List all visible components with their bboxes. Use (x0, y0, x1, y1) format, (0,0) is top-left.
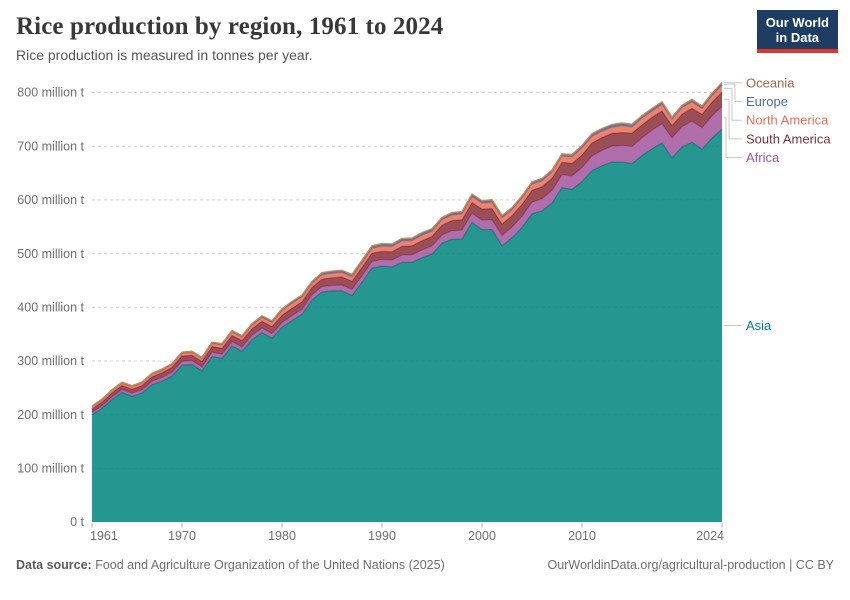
x-tick-2000: 2000 (468, 529, 496, 543)
attribution-link[interactable]: OurWorldinData.org/agricultural-producti… (547, 558, 834, 572)
x-tick-1970: 1970 (168, 529, 196, 543)
area-africa[interactable] (92, 106, 722, 415)
page-title: Rice production by region, 1961 to 2024 (16, 13, 444, 40)
y-tick-400: 400 million t (17, 300, 84, 314)
legend-connector-europe (724, 83, 742, 102)
page-subtitle: Rice production is measured in tonnes pe… (16, 47, 313, 63)
x-tick-1990: 1990 (368, 529, 396, 543)
y-tick-700: 700 million t (17, 139, 84, 153)
x-tick-1961: 1961 (90, 529, 118, 543)
legend-label-south-america[interactable]: South America (746, 131, 831, 146)
x-tick-1980: 1980 (268, 529, 296, 543)
y-tick-100: 100 million t (17, 462, 84, 476)
data-source: Data source: Food and Agriculture Organi… (16, 558, 445, 572)
data-source-text: Food and Agriculture Organization of the… (95, 558, 445, 572)
area-asia[interactable] (92, 129, 722, 522)
legend-connector-north-america (724, 88, 742, 121)
chart-header: Rice production by region, 1961 to 2024 … (0, 0, 850, 66)
y-tick-800: 800 million t (17, 86, 84, 100)
y-tick-300: 300 million t (17, 354, 84, 368)
legend-label-europe[interactable]: Europe (746, 94, 788, 109)
legend-connector-south-america (724, 98, 742, 140)
legend-label-oceania[interactable]: Oceania (746, 75, 795, 90)
y-tick-200: 200 million t (17, 408, 84, 422)
y-tick-500: 500 million t (17, 247, 84, 261)
chart-footer: Data source: Food and Agriculture Organi… (0, 548, 850, 572)
owid-logo[interactable]: Our World in Data (756, 10, 838, 53)
x-tick-2024: 2024 (696, 529, 724, 543)
x-tick-2010: 2010 (568, 529, 596, 543)
owid-logo-line2: in Data (775, 30, 820, 45)
data-source-label: Data source: (16, 558, 92, 572)
owid-logo-line1: Our World (765, 15, 829, 30)
legend-connector-africa (724, 117, 742, 159)
legend-label-asia[interactable]: Asia (746, 318, 772, 333)
area-edge-oceania (91, 82, 723, 407)
y-tick-600: 600 million t (17, 193, 84, 207)
legend-label-north-america[interactable]: North America (746, 113, 829, 128)
legend-label-africa[interactable]: Africa (746, 150, 780, 165)
chart-canvas[interactable]: 0 t 100 million t 200 million t 300 million… (0, 66, 850, 548)
y-tick-0: 0 t (70, 515, 84, 529)
